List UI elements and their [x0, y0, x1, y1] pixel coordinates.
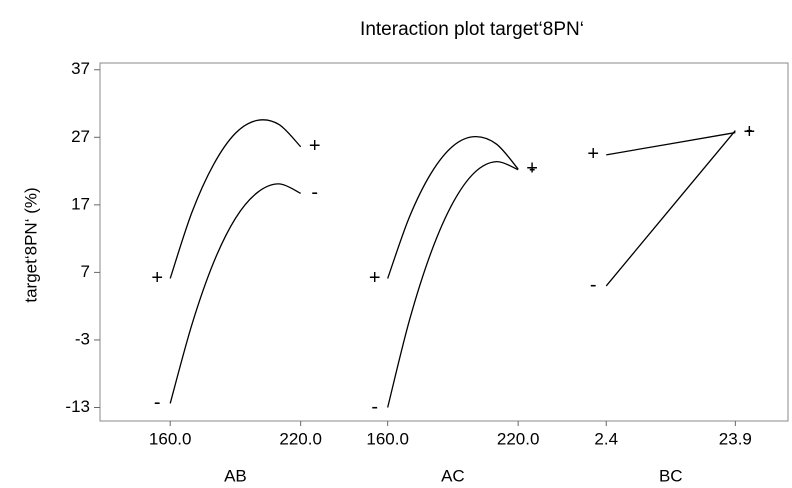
plot-frame [99, 62, 789, 422]
level-marker: + [309, 135, 321, 157]
y-tick-label: 27 [71, 127, 90, 146]
y-tick-label: -13 [65, 397, 90, 416]
x-tick-label: 220.0 [279, 429, 322, 448]
level-marker: - [371, 396, 378, 418]
y-tick-label: -3 [75, 329, 90, 348]
x-tick-label: 2.4 [594, 429, 618, 448]
interaction-line [606, 131, 736, 156]
level-marker: + [526, 157, 538, 179]
chart-title: Interaction plot target‘8PN‘ [360, 19, 584, 40]
level-marker: - [311, 182, 318, 204]
level-marker: + [369, 267, 381, 289]
level-marker: + [744, 121, 756, 143]
panel-label: BC [659, 466, 683, 485]
x-tick-label: 220.0 [497, 429, 540, 448]
panel-label: AC [441, 466, 465, 485]
interaction-line [387, 160, 519, 408]
level-marker: + [587, 143, 599, 165]
level-marker: + [151, 267, 163, 289]
panel-label: AB [224, 466, 247, 485]
y-tick-label: 37 [71, 59, 90, 78]
x-tick-label: 23.9 [719, 429, 752, 448]
interaction-line [605, 130, 736, 287]
x-tick-label: 160.0 [366, 429, 409, 448]
y-tick-label: 7 [81, 262, 90, 281]
level-marker: - [529, 158, 536, 180]
level-marker: - [590, 274, 597, 296]
level-marker: - [746, 119, 753, 141]
interaction-line [387, 135, 519, 279]
x-tick-label: 160.0 [149, 429, 192, 448]
interaction-line [169, 183, 301, 404]
level-marker: - [154, 392, 161, 414]
interaction-line [169, 119, 302, 279]
y-tick-label: 17 [71, 194, 90, 213]
y-axis-label: target‘8PN‘ (%) [21, 187, 40, 302]
